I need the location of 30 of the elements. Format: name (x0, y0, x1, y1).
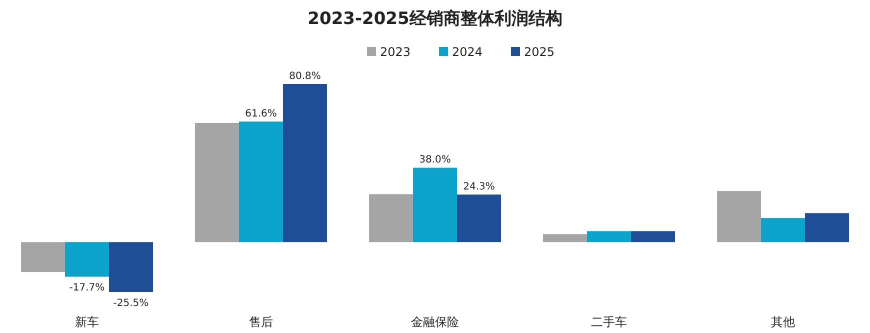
bar (109, 242, 153, 292)
bar (761, 218, 805, 242)
x-tick-label: 其他 (771, 315, 795, 329)
bar (631, 231, 675, 242)
bar (543, 234, 587, 242)
bar (457, 194, 501, 242)
bar (413, 168, 457, 242)
bar (239, 122, 283, 242)
legend-label: 2023 (380, 45, 411, 59)
legend-label: 2024 (452, 45, 483, 59)
bar (587, 231, 631, 242)
chart-title: 2023-2025经销商整体利润结构 (308, 9, 562, 29)
bar (65, 242, 109, 277)
legend-label: 2025 (524, 45, 555, 59)
bar (283, 84, 327, 242)
data-label: -17.7% (69, 282, 105, 294)
x-tick-label: 金融保险 (411, 315, 459, 329)
data-label: 24.3% (463, 182, 495, 193)
bar (195, 122, 239, 242)
bar (21, 242, 65, 272)
bar (369, 194, 413, 242)
x-tick-label: 二手车 (591, 315, 627, 329)
x-tick-label: 售后 (249, 315, 273, 329)
data-label: 38.0% (419, 154, 451, 166)
data-label: -25.5% (113, 298, 149, 309)
bar (805, 213, 849, 242)
x-tick-label: 新车 (75, 315, 99, 329)
data-label: 80.8% (289, 71, 321, 82)
data-label: 61.6% (245, 108, 277, 120)
bar (717, 191, 761, 242)
